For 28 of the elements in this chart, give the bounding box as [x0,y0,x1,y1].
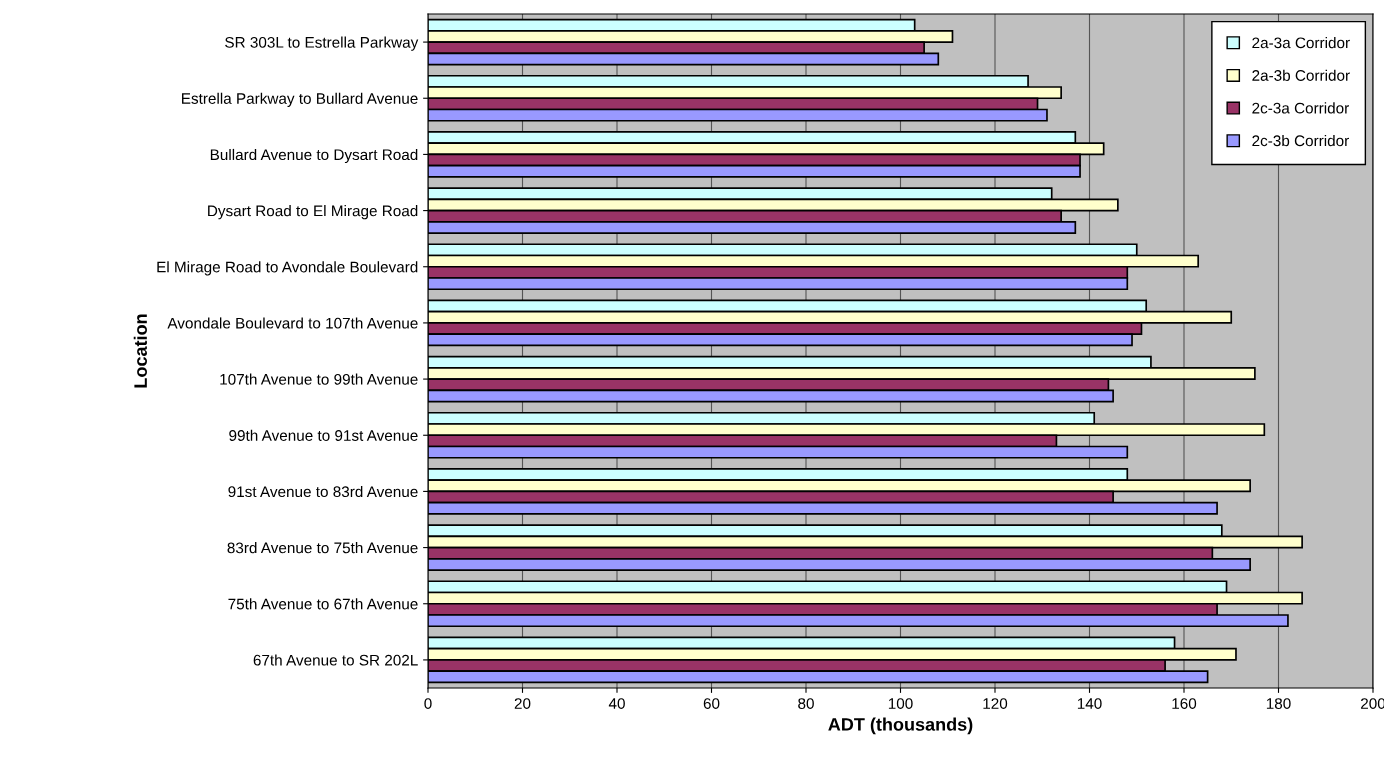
x-tick-label: 40 [608,698,625,709]
y-tick-label: Dysart Road to El Mirage Road [208,205,418,220]
x-tick-label: 80 [798,698,814,709]
legend-label: 2c-3a Corridor [1252,102,1349,114]
legend-label: 2c-3b Corridor [1252,134,1349,147]
y-tick-label: Avondale Boulevard to 107th Avenue [167,317,418,329]
x-tick-label: 120 [983,698,1008,709]
y-tick-label: 83rd Avenue to 75th Avenue [227,542,418,554]
y-tick-label: 67th Avenue to SR 202L [253,654,418,666]
y-tick-label: Bullard Avenue to Dysart Road [210,148,418,164]
y-tick-label: 107th Avenue to 99th Avenue [220,373,418,385]
y-tick-label: 99th Avenue to 91st Avenue [229,429,418,441]
x-tick-label: 60 [703,698,720,709]
x-tick-label: 100 [888,698,913,709]
y-tick-label: 91st Avenue to 83rd Avenue [228,485,418,498]
x-tick-label: 140 [1077,698,1102,709]
legend-label: 2a-3b Corridor [1252,69,1350,81]
y-tick-label: 75th Avenue to 67th Avenue [228,598,418,610]
x-tick-label: 180 [1266,698,1291,709]
x-tick-label: 20 [514,698,531,709]
y-tick-label: El Mirage Road to Avondale Boulevard [157,261,418,276]
x-axis-title: ADT (thousands) [828,717,973,735]
y-tick-label: SR 303L to Estrella Parkway [225,36,419,51]
y-axis-title: Location [133,314,147,388]
y-tick-label: Estrella Parkway to Bullard Avenue [182,92,418,107]
x-tick-label: 0 [424,698,432,709]
legend-label: 2a-3a Corridor [1252,37,1350,49]
x-tick-label: 160 [1172,698,1197,709]
